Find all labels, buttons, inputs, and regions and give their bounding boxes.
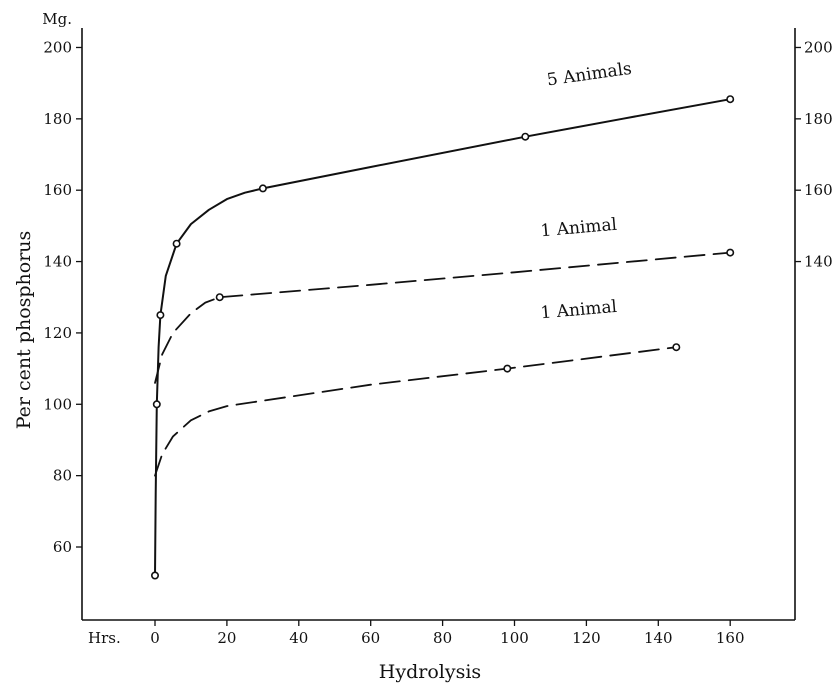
y-tick-label: 140 <box>43 253 72 271</box>
y-unit-label: Mg. <box>42 10 72 28</box>
right-y-tick-label: 160 <box>804 181 833 199</box>
y-tick-label: 120 <box>43 324 72 342</box>
x-tick-label: 160 <box>716 629 745 647</box>
data-point <box>672 343 681 352</box>
data-point <box>726 95 735 104</box>
y-axis-title: Per cent phosphorus <box>13 231 35 430</box>
series-label: 1 Animal <box>540 215 618 242</box>
right-y-tick-label: 140 <box>804 253 833 271</box>
y-tick-label: 160 <box>43 181 72 199</box>
y-tick-label: 200 <box>43 38 72 56</box>
series-line <box>154 346 678 477</box>
ticks: 60 80 100 120 140 160 180 200 Mg. 140 160 180 200 0 20… <box>42 10 832 647</box>
data-point <box>152 400 161 409</box>
x-axis-title: Hydrolysis <box>379 661 481 683</box>
series-label: 1 Animal <box>540 297 618 324</box>
right-y-tick-label: 200 <box>804 38 833 56</box>
data-point <box>151 571 160 580</box>
data-point <box>215 293 224 302</box>
data-point <box>258 184 267 193</box>
series-label: 5 Animals <box>546 59 633 91</box>
right-y-tick-label: 180 <box>804 110 833 128</box>
y-tick-label: 60 <box>53 538 72 556</box>
series-line <box>154 251 732 384</box>
y-tick-label: 180 <box>43 110 72 128</box>
x-unit-label: Hrs. <box>88 629 121 647</box>
x-tick-label: 140 <box>644 629 673 647</box>
x-tick-label: 20 <box>217 629 236 647</box>
y-tick-label: 80 <box>53 467 72 485</box>
data-point <box>172 239 181 248</box>
x-tick-label: 0 <box>150 629 160 647</box>
y-tick-label: 100 <box>43 395 72 413</box>
series-group <box>151 95 735 580</box>
data-point <box>521 132 530 141</box>
axes <box>81 28 796 621</box>
x-tick-label: 60 <box>361 629 380 647</box>
data-point <box>156 311 165 320</box>
x-tick-label: 80 <box>433 629 452 647</box>
x-tick-label: 40 <box>289 629 308 647</box>
x-tick-label: 100 <box>500 629 529 647</box>
series-line <box>154 98 732 577</box>
x-tick-label: 120 <box>572 629 601 647</box>
data-point <box>726 248 735 257</box>
labels: Hydrolysis Per cent phosphorus 5 Animals 1 … <box>13 59 633 683</box>
data-point <box>503 364 512 373</box>
